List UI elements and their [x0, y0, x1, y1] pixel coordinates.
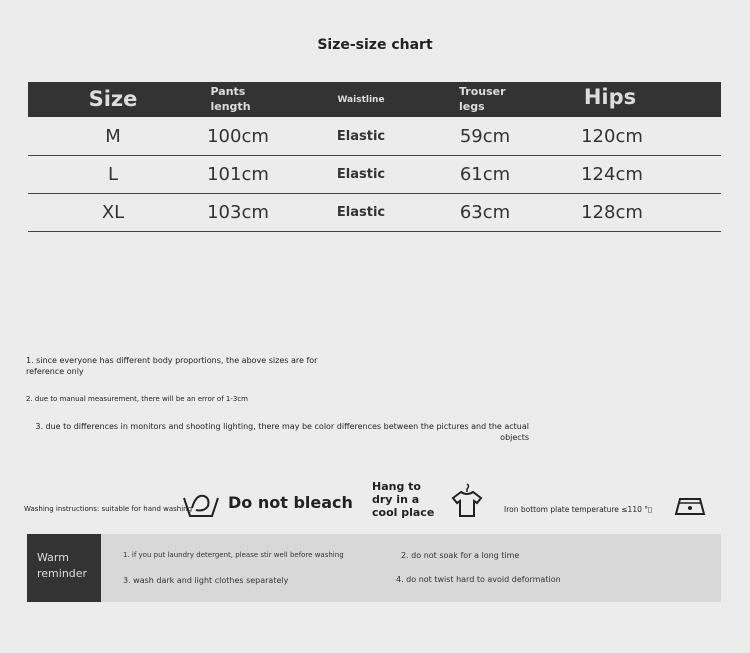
table-row: L 101cm Elastic 61cm 124cm: [28, 155, 721, 194]
cell-trouser-legs: 61cm: [459, 164, 511, 185]
header-hips: Hips: [583, 85, 637, 109]
header-waistline: Waistline: [337, 95, 385, 105]
warm-reminder-label: Warm reminder: [27, 534, 101, 602]
hand-wash-text: Washing instructions: suitable for hand …: [24, 505, 193, 513]
cell-waistline: Elastic: [336, 167, 386, 182]
note-3: 3. due to differences in monitors and sh…: [35, 422, 529, 442]
page-title: Size-size chart: [317, 37, 433, 53]
header-size: Size: [88, 87, 138, 111]
header-pants-length: Pants length: [210, 85, 251, 113]
cell-waistline: Elastic: [336, 129, 386, 144]
cell-pants-length: 101cm: [207, 164, 269, 185]
cell-trouser-legs: 59cm: [459, 126, 511, 147]
table-header: Size Pants length Waistline Trouser legs…: [28, 82, 721, 117]
iron-text: Iron bottom plate temperature ≤110 °▯: [504, 505, 653, 514]
cell-size: L: [107, 164, 119, 185]
cell-size: M: [105, 126, 121, 147]
cell-waistline: Elastic: [336, 205, 386, 220]
reminder-1: 1. if you put laundry detergent, please …: [123, 551, 344, 559]
warm-reminder-box: Warm reminder 1. if you put laundry dete…: [27, 534, 721, 602]
cell-pants-length: 103cm: [207, 202, 269, 223]
hand-wash-icon: [183, 494, 219, 517]
cell-size: XL: [101, 202, 125, 223]
table-row: M 100cm Elastic 59cm 120cm: [28, 117, 721, 156]
note-1: 1. since everyone has different body pro…: [26, 356, 318, 376]
table-row: XL 103cm Elastic 63cm 128cm: [28, 193, 721, 232]
hang-dry-text: Hang to dry in a cool place: [372, 480, 435, 519]
iron-icon: [674, 498, 706, 515]
cell-hips: 120cm: [581, 126, 643, 147]
cell-hips: 128cm: [581, 202, 643, 223]
reminder-4: 4. do not twist hard to avoid deformatio…: [396, 575, 561, 584]
reminder-3: 3. wash dark and light clothes separatel…: [123, 576, 289, 585]
header-trouser-legs: Trouser legs: [459, 85, 506, 113]
cell-pants-length: 100cm: [207, 126, 269, 147]
t-shirt-hanger-icon: [451, 483, 483, 517]
note-2: 2. due to manual measurement, there will…: [26, 395, 248, 403]
reminder-2: 2. do not soak for a long time: [401, 551, 520, 560]
cell-trouser-legs: 63cm: [459, 202, 511, 223]
cell-hips: 124cm: [581, 164, 643, 185]
do-not-bleach-text: Do not bleach: [228, 493, 353, 512]
